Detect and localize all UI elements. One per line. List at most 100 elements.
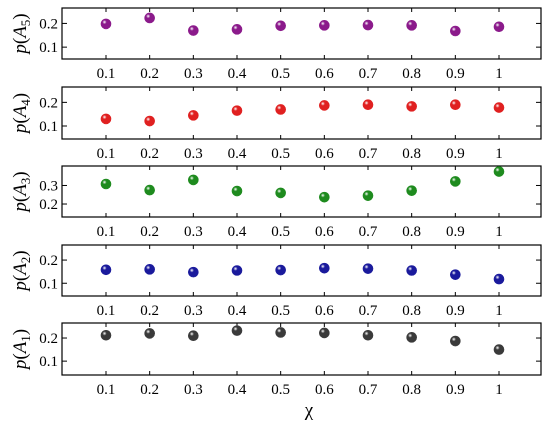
x-tick-label: 1 xyxy=(495,224,503,240)
panel-2: 0.1 0.2 0.1 0.2 0.3 0.4 0.5 0.6 0.7 0.8 0.9 1 p(A2) xyxy=(10,244,542,319)
x-tick-label: 0.6 xyxy=(315,382,334,398)
data-point xyxy=(493,344,505,355)
data-point xyxy=(319,262,330,274)
data-point xyxy=(319,327,330,339)
data-point xyxy=(319,20,330,31)
panel-1: 0.1 0.2 0.1 0.2 0.3 0.4 0.5 0.6 0.7 0.8 0.9 1 p(A1) xyxy=(10,322,542,398)
x-tick-label: 0.3 xyxy=(184,224,203,240)
y-tick-label: 0.2 xyxy=(39,197,58,213)
x-tick-label: 0.9 xyxy=(446,224,465,240)
y-tick-label: 0.1 xyxy=(39,276,58,292)
data-point xyxy=(362,99,374,111)
x-tick-label: 0.5 xyxy=(271,382,290,398)
data-point xyxy=(100,178,112,190)
y-tick-label: 0.2 xyxy=(39,16,58,32)
x-tick-label: 0.5 xyxy=(271,303,290,319)
x-tick-label: 0.7 xyxy=(359,224,378,240)
x-tick-label: 0.9 xyxy=(446,303,465,319)
x-tick-label: 1 xyxy=(495,146,503,162)
data-point xyxy=(231,185,243,197)
y-axis-title: p(A5) xyxy=(10,13,33,55)
x-tick-label: 0.7 xyxy=(359,66,378,82)
x-tick-label: 0.4 xyxy=(228,382,247,398)
data-point xyxy=(231,325,243,336)
data-point xyxy=(100,18,112,30)
data-point xyxy=(144,264,155,275)
x-tick-label: 0.6 xyxy=(315,224,334,240)
data-point xyxy=(450,335,461,347)
x-tick-label: 0.9 xyxy=(446,382,465,398)
x-tick-label: 0.5 xyxy=(271,224,290,240)
x-tick-label: 0.1 xyxy=(97,66,116,82)
data-point xyxy=(100,329,112,341)
x-tick-label: 0.3 xyxy=(184,382,203,398)
x-tick-label: 0.8 xyxy=(402,224,421,240)
x-tick-label: 0.6 xyxy=(315,66,334,82)
data-point xyxy=(275,327,286,338)
x-tick-label: 0.5 xyxy=(271,66,290,82)
x-tick-label: 0.2 xyxy=(140,66,159,82)
x-tick-label: 1 xyxy=(495,66,503,82)
data-point xyxy=(319,191,330,203)
x-tick-label: 0.9 xyxy=(446,66,465,82)
x-tick-label: 0.1 xyxy=(97,382,116,398)
y-tick-label: 0.2 xyxy=(39,253,58,269)
x-tick-label: 0.8 xyxy=(402,382,421,398)
data-point xyxy=(406,185,417,196)
panel-frame xyxy=(61,86,542,140)
x-tick-label: 0.5 xyxy=(271,146,290,162)
data-point xyxy=(406,101,417,112)
y-axis-title: p(A4) xyxy=(10,93,33,135)
x-tick-label: 0.8 xyxy=(402,303,421,319)
y-tick-label: 0.2 xyxy=(39,331,58,347)
data-point xyxy=(275,20,286,32)
x-tick-label: 0.9 xyxy=(446,146,465,162)
data-point xyxy=(188,266,199,278)
y-tick-label: 0.2 xyxy=(39,95,58,111)
data-point xyxy=(144,328,155,339)
x-tick-label: 0.4 xyxy=(228,146,247,162)
data-point xyxy=(450,269,461,280)
data-point xyxy=(231,24,243,35)
data-point xyxy=(275,187,286,199)
panel-frame xyxy=(61,7,542,60)
data-point xyxy=(275,264,286,276)
x-tick-label: 0.7 xyxy=(359,303,378,319)
data-point xyxy=(231,265,243,276)
x-tick-label: 0.1 xyxy=(97,224,116,240)
data-point xyxy=(493,166,505,177)
x-tick-label: 0.2 xyxy=(140,224,159,240)
y-axis-title: p(A2) xyxy=(10,250,33,292)
data-point xyxy=(188,110,199,121)
data-point xyxy=(362,19,374,31)
x-tick-label: 1 xyxy=(495,382,503,398)
x-tick-label: 0.2 xyxy=(140,303,159,319)
x-tick-label: 0.1 xyxy=(97,146,116,162)
data-point xyxy=(362,263,374,274)
data-point xyxy=(406,332,417,343)
x-tick-label: 0.1 xyxy=(97,303,116,319)
x-tick-label: 0.2 xyxy=(140,382,159,398)
panel-3: 0.2 0.3 0.1 0.2 0.3 0.4 0.5 0.6 0.7 0.8 0.9 1 p(A3) xyxy=(10,165,542,240)
y-axis-title: p(A1) xyxy=(10,329,33,371)
data-point xyxy=(100,264,112,276)
x-tick-label: 0.7 xyxy=(359,146,378,162)
data-point xyxy=(231,105,243,116)
x-tick-label: 0.6 xyxy=(315,303,334,319)
data-point xyxy=(319,100,330,111)
data-point xyxy=(362,329,374,341)
data-point xyxy=(450,25,461,37)
data-point xyxy=(188,330,199,342)
data-point xyxy=(450,99,461,111)
x-tick-label: 0.8 xyxy=(402,66,421,82)
panel-frame xyxy=(61,165,542,218)
x-tick-label: 0.3 xyxy=(184,146,203,162)
x-tick-label: 0.6 xyxy=(315,146,334,162)
data-point xyxy=(406,20,417,31)
x-tick-label: 0.4 xyxy=(228,66,247,82)
data-point xyxy=(362,190,374,201)
data-point xyxy=(450,176,461,187)
y-tick-label: 0.1 xyxy=(39,40,58,56)
x-tick-label: 0.2 xyxy=(140,146,159,162)
